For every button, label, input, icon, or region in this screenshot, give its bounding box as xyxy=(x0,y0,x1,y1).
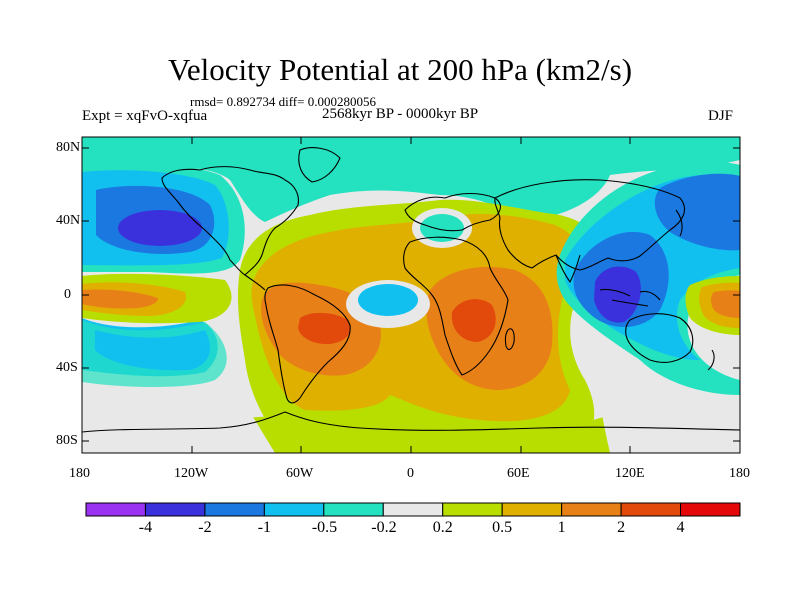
coast-madagascar xyxy=(504,328,515,351)
colorbar-box xyxy=(620,502,682,517)
maritime-continent-neg2 xyxy=(594,266,641,323)
colorbar-box xyxy=(263,502,325,517)
coast-south-america xyxy=(264,284,351,404)
coast-north-america xyxy=(161,166,299,276)
colorbar-label: -1 xyxy=(257,519,272,536)
lat-tick-40s: 40S xyxy=(56,360,78,375)
lon-tick-180e: 180 xyxy=(729,466,750,481)
colorbar-label: 1 xyxy=(557,519,566,536)
east-pacific-pos1 xyxy=(711,290,740,318)
lon-tick-60e: 60E xyxy=(507,466,530,481)
colorbar-label: -2 xyxy=(198,519,212,536)
chart-title: Velocity Potential at 200 hPa (km2/s) xyxy=(167,52,633,87)
colorbar-label: -4 xyxy=(138,519,153,536)
lat-tick-0: 0 xyxy=(64,287,71,302)
lon-tick-120e: 120E xyxy=(615,466,645,481)
arctic-negative-band xyxy=(82,137,740,222)
contour-field xyxy=(82,137,740,453)
lon-tick-180w: 180 xyxy=(69,466,90,481)
lon-tick-0: 0 xyxy=(407,466,414,481)
lat-tick-40n: 40N xyxy=(56,213,81,228)
experiment-label: Expt = xqFvO-xqfua xyxy=(82,108,208,124)
southeast-pacific-neg1 xyxy=(95,330,210,371)
atlantic-negative-core xyxy=(358,284,418,316)
colorbar-label: 4 xyxy=(676,519,685,536)
colorbar-box xyxy=(382,502,444,517)
coast-asia xyxy=(494,179,685,271)
lon-tick-60w: 60W xyxy=(286,466,314,481)
south-america-pos2 xyxy=(298,312,351,345)
colorbar-label: 0.5 xyxy=(492,519,513,536)
stats-line: rmsd= 0.892734 diff= 0.000280056 xyxy=(190,94,376,109)
axis-ticks xyxy=(81,137,741,453)
colorbar-box xyxy=(442,502,503,517)
coast-indonesia xyxy=(599,288,661,307)
period-label: 2568kyr BP - 0000kyr BP xyxy=(322,106,479,122)
coast-europe xyxy=(404,192,501,232)
colorbar-box xyxy=(561,502,622,517)
coast-africa xyxy=(403,236,509,376)
coast-greenland xyxy=(298,147,341,183)
lon-tick-120w: 120W xyxy=(174,466,209,481)
north-pacific-neg1 xyxy=(654,173,740,251)
colorbar-label: 2 xyxy=(617,519,626,536)
coast-india xyxy=(555,254,581,283)
colorbar-box xyxy=(144,502,206,517)
coast-new-zealand xyxy=(707,349,715,371)
coast-japan xyxy=(675,209,683,237)
coast-antarctica xyxy=(82,411,740,433)
coastlines xyxy=(82,147,740,433)
africa-pos2 xyxy=(451,299,496,342)
colorbar-box xyxy=(680,502,741,517)
antarctic-neutral-east xyxy=(600,390,740,453)
coast-central-america xyxy=(244,274,266,291)
antarctic-neutral xyxy=(82,400,275,453)
colorbar-box xyxy=(323,502,384,517)
mediterranean-negative xyxy=(420,214,464,242)
colorbar-box xyxy=(501,502,563,517)
central-pacific-pos1 xyxy=(82,289,158,309)
coast-australia xyxy=(625,313,694,363)
pacific-west-neg2 xyxy=(118,210,202,246)
colorbar-box xyxy=(85,502,146,517)
colorbar-label: -0.5 xyxy=(311,519,338,536)
colorbar-label: 0.2 xyxy=(432,519,453,536)
lat-tick-80s: 80S xyxy=(56,433,78,448)
lat-tick-80n: 80N xyxy=(56,140,81,155)
colorbar-label: -0.2 xyxy=(371,519,397,536)
season-label: DJF xyxy=(708,108,734,124)
colorbar-box xyxy=(204,502,265,517)
